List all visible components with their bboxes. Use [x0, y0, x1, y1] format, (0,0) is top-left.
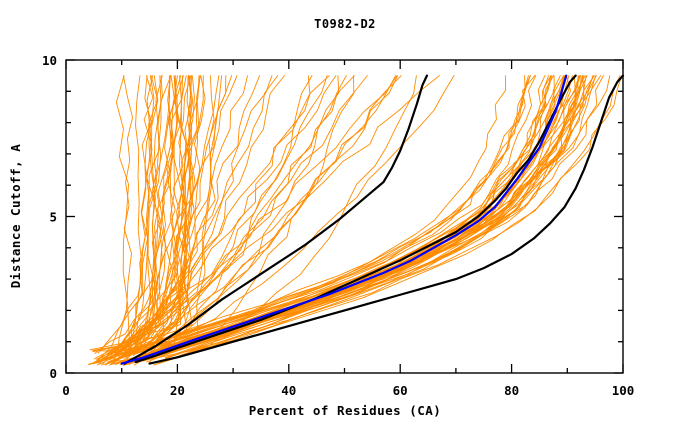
y-tick-label: 0 [49, 366, 57, 381]
ensemble-curve [106, 75, 340, 355]
y-axis-tick-labels: 0 5 10 [42, 53, 57, 381]
x-axis-ticks [65, 60, 624, 373]
ensemble-curve [98, 75, 398, 364]
x-tick-label: 0 [62, 383, 70, 398]
ensemble-curve [127, 75, 368, 356]
y-tick-label: 10 [42, 53, 57, 68]
x-tick-label: 60 [393, 383, 408, 398]
ensemble-curve [123, 75, 555, 353]
ensemble-curve [110, 75, 178, 363]
ensemble-curve [113, 75, 399, 358]
reference-curve [134, 74, 577, 364]
ensemble-curve [110, 75, 440, 351]
ensemble-curve [117, 75, 585, 364]
ensemble-curve [109, 75, 248, 360]
ensemble-curve [153, 75, 621, 366]
ensemble-curve [110, 75, 455, 354]
y-tick-label: 5 [49, 210, 57, 225]
ensemble-curve [105, 75, 564, 365]
ensemble-curve [94, 75, 189, 363]
ensemble-curve [131, 75, 526, 354]
x-tick-label: 100 [612, 383, 635, 398]
x-tick-label: 80 [504, 383, 519, 398]
y-axis-label: Distance Cutoff, A [8, 144, 23, 288]
ensemble-curve [114, 75, 330, 356]
reference-curve [123, 74, 429, 365]
ensemble-curve [118, 75, 566, 359]
target-curve [120, 74, 568, 365]
x-tick-label: 40 [281, 383, 296, 398]
ensemble-curve [122, 75, 227, 362]
ensemble-curve [153, 75, 611, 360]
ensemble-curve [96, 75, 531, 364]
ensemble-curve [115, 75, 154, 355]
ensemble-curve [148, 75, 355, 363]
ensemble-curve [137, 75, 182, 363]
ensemble-curve [126, 75, 238, 359]
y-axis-ticks [66, 59, 623, 374]
reference-curve [148, 74, 625, 365]
ensemble-curve [147, 75, 273, 357]
ensemble-curve [159, 75, 588, 364]
reference-series-group [123, 74, 625, 365]
page-title: T0982-D2 [314, 17, 376, 31]
ensemble-curve [146, 75, 402, 352]
ensemble-series-group [88, 75, 623, 366]
ensemble-curve [186, 75, 579, 352]
x-axis-tick-labels: 0 20 40 60 80 100 [62, 383, 634, 398]
target-series-group [120, 74, 568, 365]
x-axis-label: Percent of Residues (CA) [249, 403, 442, 418]
ensemble-curve [97, 75, 220, 361]
ensemble-curve [122, 75, 507, 356]
x-tick-label: 20 [170, 383, 185, 398]
ensemble-curve [114, 75, 261, 357]
